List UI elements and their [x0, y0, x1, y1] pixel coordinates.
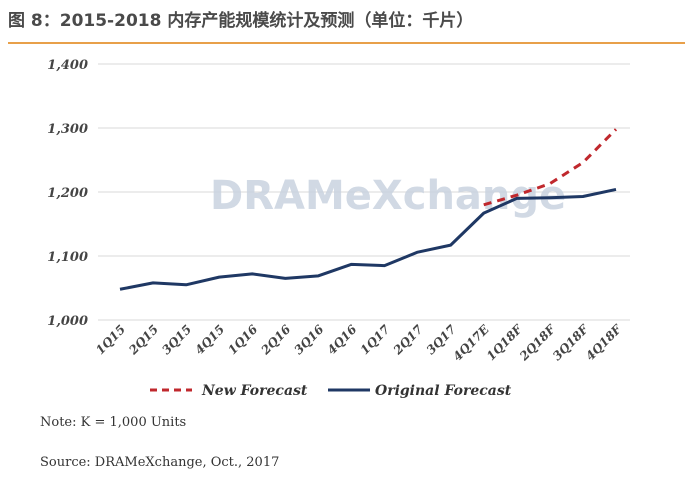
x-tick-label: 4Q18F: [583, 321, 625, 363]
y-tick-label: 1,300: [47, 122, 88, 137]
x-tick-label: 3Q16: [292, 322, 327, 357]
title-divider: [8, 42, 685, 44]
chart-note: Note: K = 1,000 Units: [40, 415, 187, 430]
y-axis-ticks: 1,000 1,100 1,200 1,300 1,400: [47, 58, 88, 329]
x-tick-label: 2Q16: [258, 322, 294, 358]
x-tick-label: 4Q17E: [450, 322, 492, 364]
x-axis-ticks: 1Q152Q153Q154Q151Q162Q163Q164Q161Q172Q17…: [93, 321, 625, 364]
watermark-text: DRAMeXchange: [210, 173, 566, 219]
x-tick-label: 1Q17: [358, 322, 393, 357]
x-tick-label: 2Q17: [390, 322, 426, 358]
y-tick-label: 1,000: [47, 314, 88, 329]
grid-lines: [98, 63, 630, 321]
y-tick-label: 1,200: [47, 186, 88, 201]
x-tick-label: 1Q15: [93, 322, 128, 357]
figure-title: 图 8：2015-2018 内存产能规模统计及预测（单位：千片）: [8, 11, 474, 31]
line-chart: DRAMeXchange 1,000 1,100 1,200 1,300 1,400 1…: [47, 58, 630, 399]
y-tick-label: 1,400: [47, 58, 88, 73]
x-tick-label: 2Q15: [125, 322, 161, 358]
series-lines: [119, 128, 618, 291]
y-tick-label: 1,100: [47, 250, 88, 265]
x-tick-label: 2Q18F: [516, 321, 559, 364]
x-tick-label: 3Q15: [159, 322, 194, 357]
legend: New Forecast Original Forecast: [150, 383, 512, 399]
legend-new-forecast-label: New Forecast: [201, 383, 308, 399]
series-original-forecast: [119, 187, 617, 291]
x-tick-label: 1Q16: [225, 322, 260, 357]
chart-source: Source: DRAMeXchange, Oct., 2017: [40, 455, 280, 470]
x-tick-label: 4Q15: [192, 322, 227, 357]
legend-original-forecast-label: Original Forecast: [375, 383, 512, 399]
x-tick-label: 4Q16: [325, 322, 360, 357]
